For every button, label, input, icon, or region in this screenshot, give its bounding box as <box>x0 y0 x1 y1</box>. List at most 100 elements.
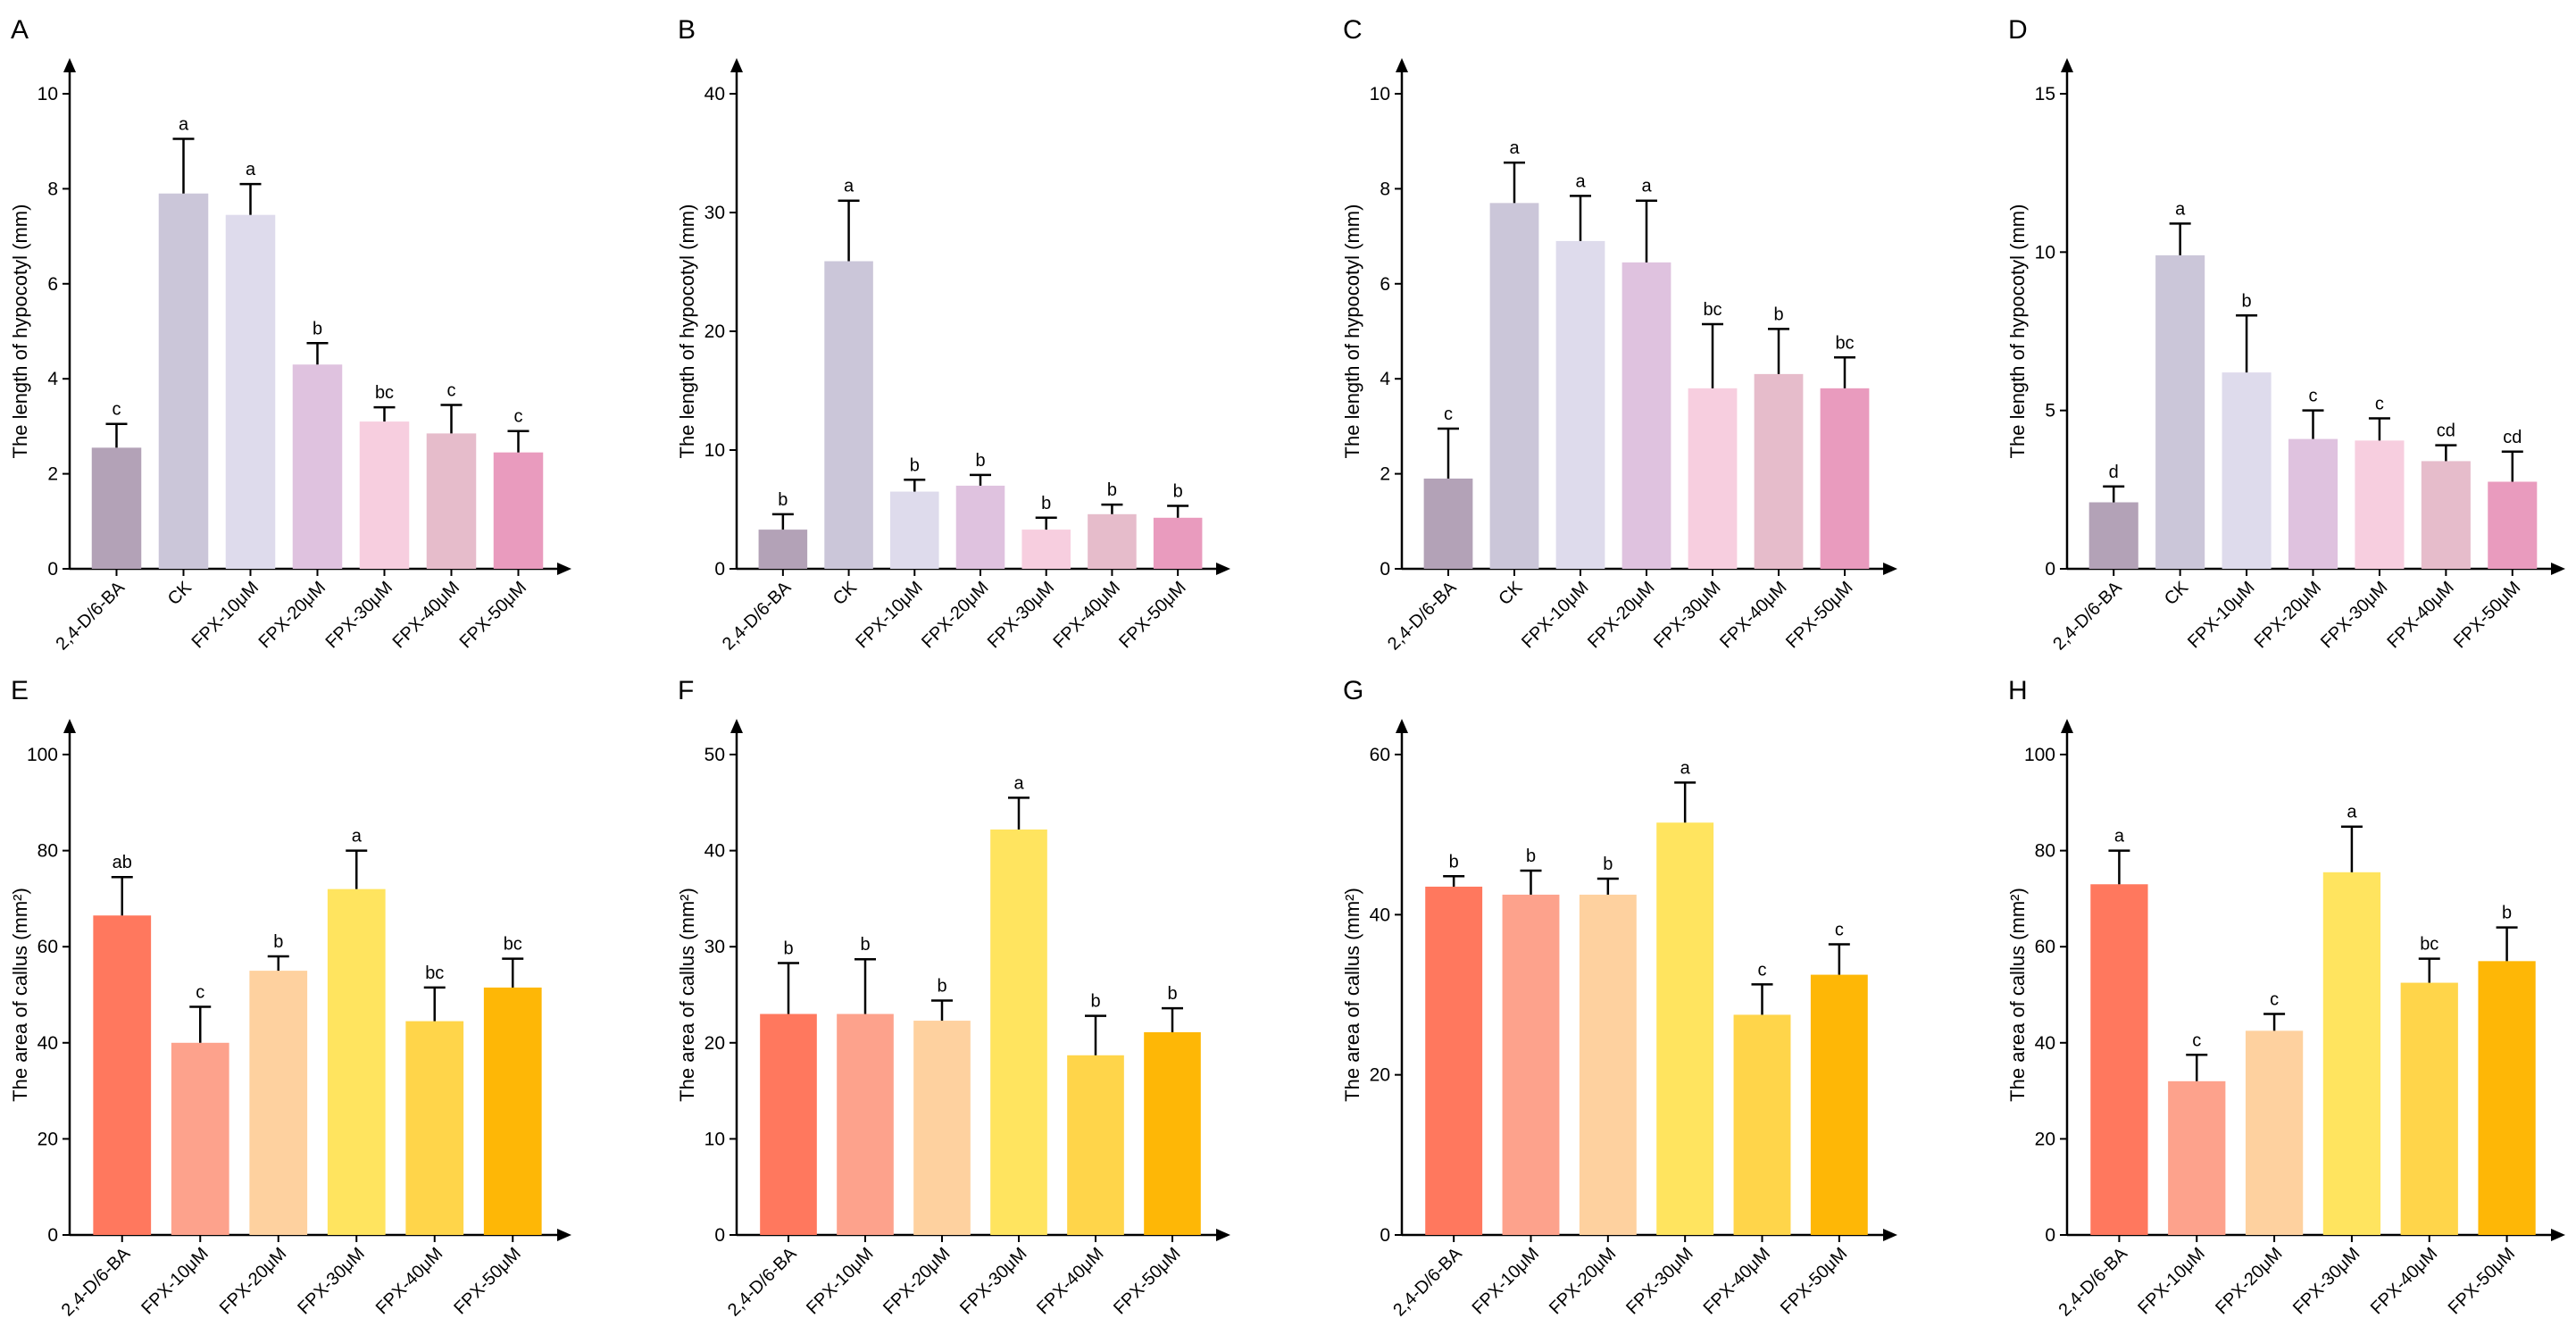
significance-letter: c <box>447 380 456 400</box>
y-tick-label: 10 <box>704 440 725 461</box>
x-tick-label: FPX-50μM <box>1777 1244 1851 1318</box>
significance-letter: b <box>1090 992 1100 1012</box>
x-tick-label: FPX-20μM <box>1584 578 1658 652</box>
bar <box>158 193 209 569</box>
bar <box>171 1042 229 1235</box>
y-axis-arrow <box>730 58 743 72</box>
x-axis-arrow <box>2551 563 2565 575</box>
x-tick-label: 2,4-D/6-BA <box>2049 578 2126 655</box>
panel-g: G The area of callus (mm²) 0 20 40 60 b 2,4-D/6… <box>1341 676 1897 1318</box>
bar <box>483 987 542 1235</box>
bar <box>1502 894 1560 1235</box>
significance-letter: b <box>313 319 322 338</box>
bar <box>2421 461 2471 569</box>
y-axis-arrow <box>730 719 743 733</box>
x-tick-label: FPX-20μM <box>2251 578 2325 652</box>
significance-letter: cd <box>2437 421 2455 441</box>
x-tick-label: FPX-10μM <box>852 578 926 652</box>
bar <box>1733 1014 1791 1235</box>
significance-letter: cd <box>2503 428 2522 447</box>
x-tick-label: FPX-30μM <box>1650 578 1724 652</box>
significance-letter: b <box>860 935 870 955</box>
significance-letter: b <box>273 932 283 952</box>
bar <box>913 1021 971 1235</box>
y-axis-label: The area of callus (mm²) <box>1341 888 1363 1102</box>
x-tick-label: FPX-30μM <box>956 1244 1030 1318</box>
x-tick-label: FPX-30μM <box>2289 1244 2363 1318</box>
significance-letter: b <box>1041 494 1051 513</box>
x-tick-label: FPX-20μM <box>2212 1244 2286 1318</box>
bar <box>1688 388 1738 569</box>
significance-letter: c <box>196 982 204 1002</box>
bar <box>426 433 477 569</box>
y-axis-label: The length of hypocotyl (mm) <box>676 204 698 459</box>
panel-letter: B <box>678 15 696 45</box>
panel-letter: C <box>1343 15 1363 45</box>
significance-letter: a <box>1641 177 1652 196</box>
y-tick-label: 10 <box>1370 84 1390 104</box>
y-tick-label: 80 <box>38 841 58 862</box>
bar <box>760 1014 817 1235</box>
x-axis-arrow <box>1883 1229 1897 1241</box>
bar <box>1489 203 1539 570</box>
significance-letter: a <box>2175 199 2186 219</box>
x-axis-arrow <box>1883 563 1897 575</box>
x-axis-arrow <box>2551 1229 2565 1241</box>
significance-letter: b <box>1526 847 1536 866</box>
y-tick-label: 15 <box>2035 84 2055 104</box>
y-tick-label: 0 <box>2045 559 2055 580</box>
bar <box>1555 240 1605 569</box>
x-tick-label: FPX-10μM <box>803 1244 877 1318</box>
significance-letter: b <box>1449 852 1459 872</box>
x-axis-arrow <box>1216 563 1230 575</box>
significance-letter: b <box>1603 855 1613 874</box>
y-tick-label: 2 <box>47 464 58 485</box>
significance-letter: bc <box>1835 333 1854 353</box>
x-tick-label: FPX-50μM <box>450 1244 524 1318</box>
x-tick-label: FPX-10μM <box>188 578 263 652</box>
bar <box>990 829 1047 1235</box>
bar <box>327 888 386 1235</box>
bar <box>91 447 142 569</box>
y-tick-label: 0 <box>714 559 725 580</box>
bar <box>1754 373 1804 569</box>
panel-letter: F <box>678 676 694 705</box>
panel-letter: E <box>11 676 29 705</box>
significance-letter: c <box>113 400 121 420</box>
x-tick-label: FPX-20μM <box>918 578 992 652</box>
bar <box>405 1021 464 1235</box>
y-tick-label: 8 <box>1380 179 1390 199</box>
bar <box>1656 822 1714 1235</box>
y-tick-label: 8 <box>47 179 58 199</box>
significance-letter: bc <box>2420 935 2438 955</box>
significance-letter: bc <box>504 935 522 955</box>
significance-letter: b <box>783 938 793 958</box>
bar <box>93 915 152 1235</box>
bar <box>1820 388 1870 569</box>
bar <box>955 485 1005 569</box>
panel-letter: D <box>2008 15 2028 45</box>
x-tick-label: FPX-40μM <box>1050 578 1124 652</box>
significance-letter: c <box>2270 990 2279 1010</box>
y-tick-label: 4 <box>47 369 58 389</box>
x-tick-label: FPX-20μM <box>1546 1244 1620 1318</box>
x-tick-label: FPX-50μM <box>2445 1244 2519 1318</box>
panel-letter: A <box>11 15 29 45</box>
significance-letter: b <box>1167 984 1177 1004</box>
bar <box>2168 1080 2226 1235</box>
y-tick-label: 60 <box>2035 937 2055 957</box>
y-tick-label: 10 <box>2035 242 2055 263</box>
y-tick-label: 0 <box>2045 1225 2055 1246</box>
bar <box>2088 502 2138 569</box>
bar <box>758 530 808 569</box>
x-tick-label: FPX-50μM <box>1782 578 1856 652</box>
x-axis-arrow <box>1216 1229 1230 1241</box>
bar <box>2488 481 2538 569</box>
panel-f: F The area of callus (mm²) 0 10 20 30 40 50 b 2,4… <box>676 676 1230 1318</box>
panel-h: H The area of callus (mm²) 0 20 40 60 80 100 a 2,… <box>2006 676 2565 1318</box>
bar <box>2400 982 2458 1235</box>
significance-letter: b <box>1773 304 1783 324</box>
x-tick-label: 2,4-D/6-BA <box>58 1244 135 1318</box>
significance-letter: a <box>179 115 189 135</box>
significance-letter: bc <box>425 963 444 983</box>
